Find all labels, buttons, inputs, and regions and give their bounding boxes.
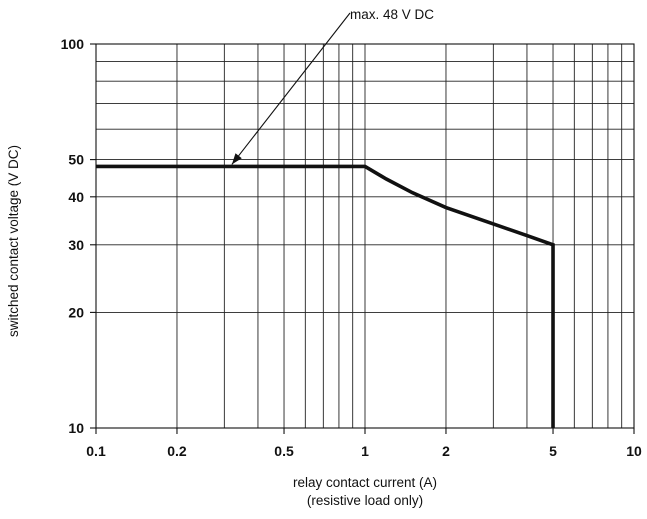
derating-curve: [96, 164, 555, 428]
annotation-arrow: [231, 12, 351, 165]
y-tick-label: 100: [61, 36, 85, 52]
x-tick-label: 1: [361, 443, 369, 459]
x-axis-label-note: (resistive load only): [307, 493, 423, 508]
annotation: max. 48 V DC: [231, 7, 434, 165]
x-axis-label: relay contact current (A): [293, 475, 437, 490]
y-tick-label: 30: [68, 237, 84, 253]
x-tick-label: 5: [549, 443, 557, 459]
x-tick-labels: 0.1 0.2 0.5 1 2 5 10: [86, 428, 642, 459]
y-tick-label: 20: [68, 304, 84, 320]
x-tick-label: 2: [442, 443, 450, 459]
y-tick-labels: 10 20 30 40 50 100: [61, 36, 96, 436]
x-tick-label: 10: [626, 443, 642, 459]
annotation-arrowhead: [231, 153, 242, 165]
y-axis-label: switched contact voltage (V DC): [6, 145, 21, 337]
y-tick-label: 40: [68, 189, 84, 205]
y-tick-label: 10: [68, 420, 84, 436]
y-tick-label: 50: [68, 152, 84, 168]
annotation-label: max. 48 V DC: [350, 7, 434, 22]
x-tick-label: 0.2: [167, 443, 187, 459]
x-tick-label: 0.5: [274, 443, 294, 459]
series-lines: [96, 164, 555, 428]
x-tick-label: 0.1: [86, 443, 106, 459]
